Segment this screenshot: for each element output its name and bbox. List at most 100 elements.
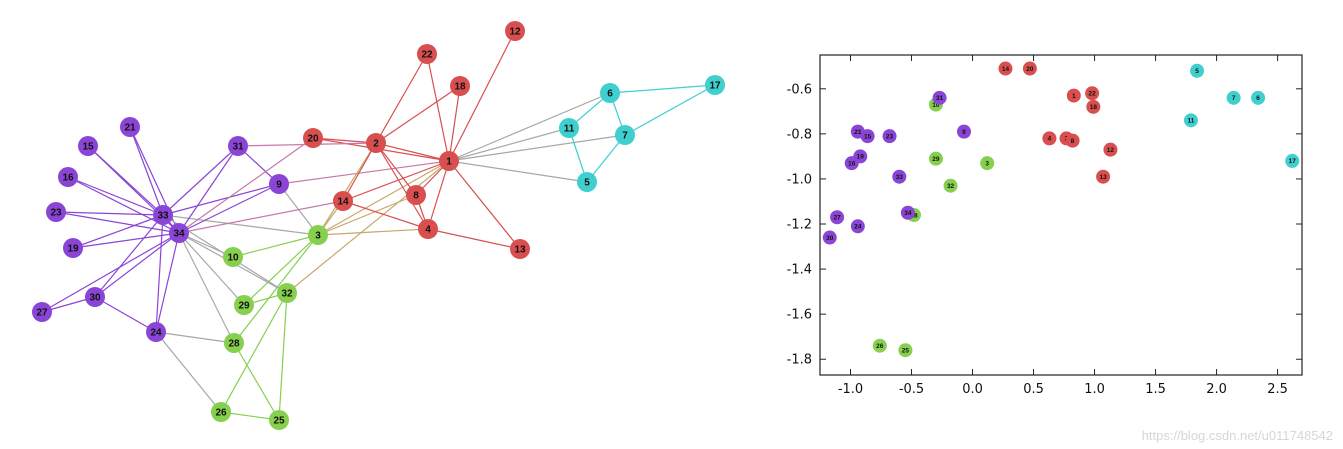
graph-node-9: 9 xyxy=(269,174,289,194)
graph-node-label: 26 xyxy=(215,408,227,419)
graph-node-label: 30 xyxy=(89,293,101,304)
graph-edge-24-34 xyxy=(155,232,180,333)
scatter-point-32: 32 xyxy=(943,178,958,193)
graph-edge-4-13 xyxy=(427,228,521,250)
graph-node-circle xyxy=(58,167,78,187)
graph-node-circle xyxy=(510,239,530,259)
scatter-point-12: 12 xyxy=(1103,142,1118,157)
graph-edge-2-18 xyxy=(375,85,461,144)
scatter-point-marker xyxy=(1022,61,1037,76)
graph-node-15: 15 xyxy=(78,136,98,156)
graph-edge-1-6 xyxy=(448,92,611,162)
scatter-point-label: 14 xyxy=(1002,66,1010,73)
graph-node-22: 22 xyxy=(417,44,437,64)
graph-edge-1-3 xyxy=(317,160,450,236)
graph-edge-2-4 xyxy=(375,142,429,230)
graph-edge-31-34 xyxy=(178,145,239,234)
scatter-point-marker xyxy=(850,124,865,139)
graph-node-circle xyxy=(418,219,438,239)
graph-node-circle xyxy=(559,118,579,138)
graph-edge-3-10 xyxy=(232,234,319,258)
scatter-point-marker xyxy=(998,61,1013,76)
graph-edge-1-9 xyxy=(278,160,450,185)
graph-edge-1-32 xyxy=(286,160,450,294)
graph-node-circle xyxy=(46,202,66,222)
scatter-point-label: 27 xyxy=(833,215,841,222)
scatter-point-label: 15 xyxy=(864,133,872,140)
graph-edge-16-33 xyxy=(67,176,164,216)
graph-node-circle xyxy=(366,133,386,153)
scatter-point-label: 26 xyxy=(876,343,884,350)
scatter-point-8: 8 xyxy=(1065,133,1080,148)
graph-node-8: 8 xyxy=(406,185,426,205)
graph-edge-1-22 xyxy=(426,53,450,162)
scatter-point-label: 23 xyxy=(886,133,894,140)
scatter-point-marker xyxy=(830,210,845,225)
scatter-point-29: 29 xyxy=(928,151,943,166)
graph-edge-3-4 xyxy=(317,228,429,236)
graph-node-circle xyxy=(78,136,98,156)
scatter-point-5: 5 xyxy=(1190,63,1205,78)
graph-node-circle xyxy=(406,185,426,205)
scatter-point-22: 22 xyxy=(1085,86,1100,101)
scatter-point-marker xyxy=(1103,142,1118,157)
scatter-point-marker xyxy=(1285,153,1300,168)
graph-node-label: 5 xyxy=(584,178,590,189)
scatter-point-label: 19 xyxy=(857,154,865,161)
graph-node-3: 3 xyxy=(308,225,328,245)
graph-node-26: 26 xyxy=(211,402,231,422)
graph-node-28: 28 xyxy=(224,333,244,353)
scatter-point-label: 33 xyxy=(896,174,904,181)
graph-edge-1-4 xyxy=(427,160,450,230)
graph-edge-2-14 xyxy=(342,142,377,202)
scatter-point-marker xyxy=(1226,90,1241,105)
scatter-axes: -1.0 -0.5 0.0 0.5 1.0 1.5 2.0 2.5 -0.6 -0.8 -1.0 -1… xyxy=(787,54,1303,397)
scatter-point-label: 22 xyxy=(1088,91,1096,98)
scatter-point-marker xyxy=(1190,63,1205,78)
y-tick-label: -0.6 xyxy=(787,82,812,97)
graph-node-33: 33 xyxy=(153,205,173,225)
scatter-point-marker xyxy=(850,219,865,234)
graph-edge-3-8 xyxy=(317,194,417,236)
x-tick-label: 1.0 xyxy=(1084,382,1105,397)
scatter-point-14: 14 xyxy=(998,61,1013,76)
scatter-point-26: 26 xyxy=(872,338,887,353)
scatter-point-20: 20 xyxy=(1022,61,1037,76)
scatter-point-marker xyxy=(928,151,943,166)
graph-node-circle xyxy=(269,174,289,194)
scatter-point-7: 7 xyxy=(1226,90,1241,105)
graph-node-6: 6 xyxy=(600,83,620,103)
graph-node-32: 32 xyxy=(277,283,297,303)
graph-node-5: 5 xyxy=(577,172,597,192)
graph-node-circle xyxy=(153,205,173,225)
graph-edge-25-28 xyxy=(233,342,280,421)
graph-edge-23-33 xyxy=(55,211,164,216)
graph-node-label: 20 xyxy=(307,134,319,145)
graph-node-4: 4 xyxy=(418,219,438,239)
graph-edge-30-33 xyxy=(94,214,164,298)
graph-edge-1-14 xyxy=(342,160,450,202)
graph-node-25: 25 xyxy=(269,410,289,430)
graph-node-label: 1 xyxy=(446,157,452,168)
scatter-point-marker xyxy=(1183,113,1198,128)
graph-node-circle xyxy=(308,225,328,245)
graph-edge-20-34 xyxy=(178,137,314,234)
x-tick-label: -0.5 xyxy=(899,382,924,397)
graph-edge-5-7 xyxy=(586,134,626,183)
graph-node-7: 7 xyxy=(615,125,635,145)
scatter-point-9: 9 xyxy=(956,124,971,139)
scatter-point-label: 4 xyxy=(1048,136,1052,143)
graph-node-12: 12 xyxy=(505,21,525,41)
graph-node-11: 11 xyxy=(559,118,579,138)
y-tick-label: -0.8 xyxy=(787,127,812,142)
scatter-point-marker xyxy=(882,129,897,144)
graph-edge-21-33 xyxy=(129,126,164,216)
graph-node-label: 15 xyxy=(82,142,94,153)
graph-node-label: 33 xyxy=(157,211,169,222)
scatter-point-marker xyxy=(1251,90,1266,105)
scatter-point-25: 25 xyxy=(898,343,913,358)
graph-node-label: 8 xyxy=(413,191,419,202)
graph-node-label: 10 xyxy=(227,253,239,264)
graph-node-circle xyxy=(169,223,189,243)
